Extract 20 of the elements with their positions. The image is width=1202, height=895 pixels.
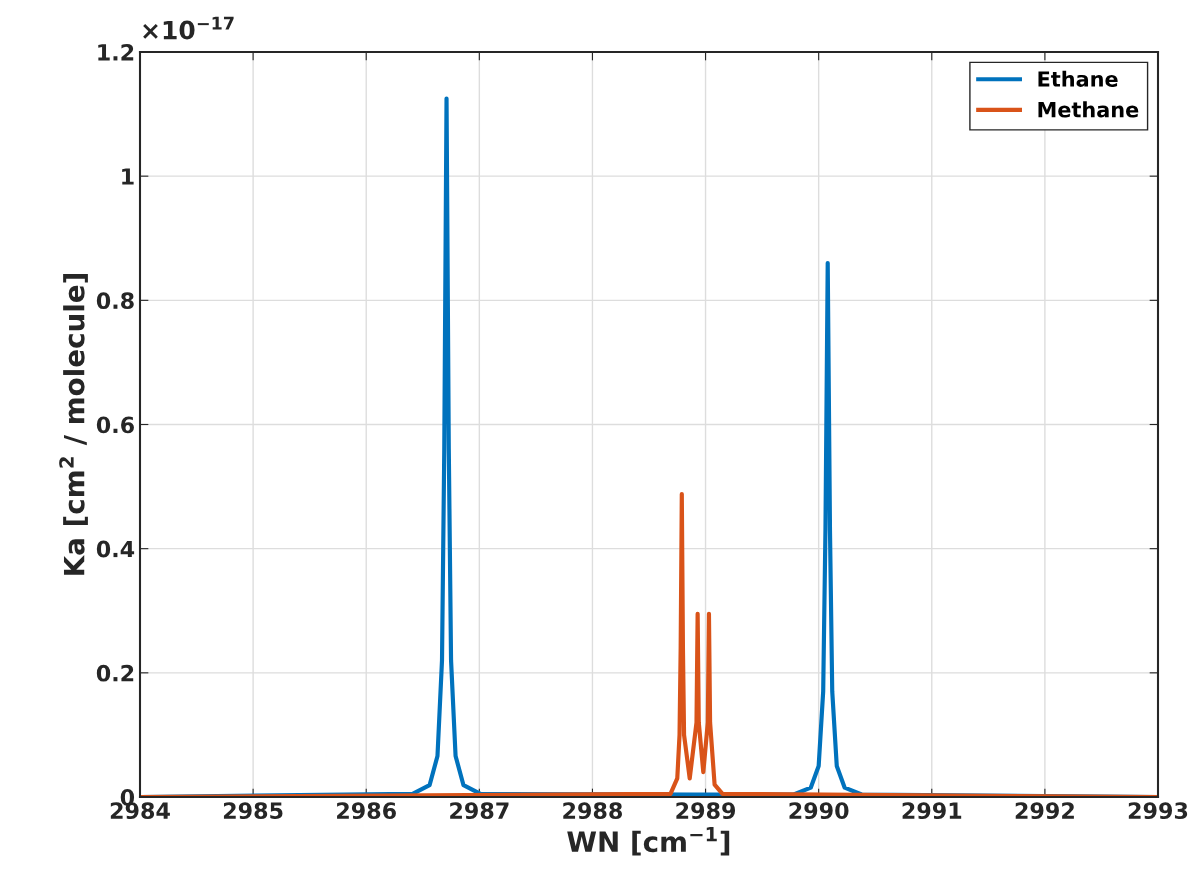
x-axis-title: WN [cm$^{−1}$] [567,827,730,856]
x-tick-label: 2990 [789,802,849,820]
y-tick-label: 0.2 [96,664,134,682]
y-tick-label: 0.6 [96,416,134,434]
legend-label: Ethane [1038,70,1118,87]
legend-label: Methane [1038,101,1139,118]
y-tick-label: 0.8 [96,292,134,310]
x-tick-label: 2987 [450,802,509,820]
y-tick-label: 1 [122,168,134,185]
x-tick-label: 2993 [1128,802,1188,820]
x-tick-label: 2985 [223,802,283,820]
y-axis-title: Ka [cm$^{2}$ / molecule] [59,274,88,575]
x-tick-label: 2991 [902,802,962,820]
text: ×10$^{−17}$ [143,16,234,40]
y-tick-label: 0.4 [96,540,135,558]
x-tick-label: 2989 [676,802,736,820]
x-tick-label: 2988 [563,802,622,820]
y-tick-label: 1.2 [98,43,134,61]
x-tick-label: 2992 [1015,802,1074,820]
x-tick-label: 2986 [337,802,396,820]
